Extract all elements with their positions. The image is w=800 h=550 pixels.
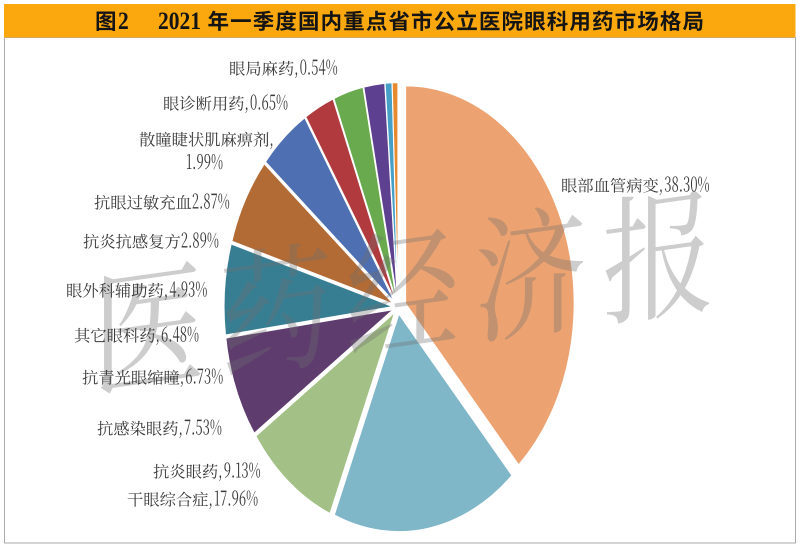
svg-text:2: 2 [118,7,129,35]
svg-text:2021: 2021 [158,7,201,35]
